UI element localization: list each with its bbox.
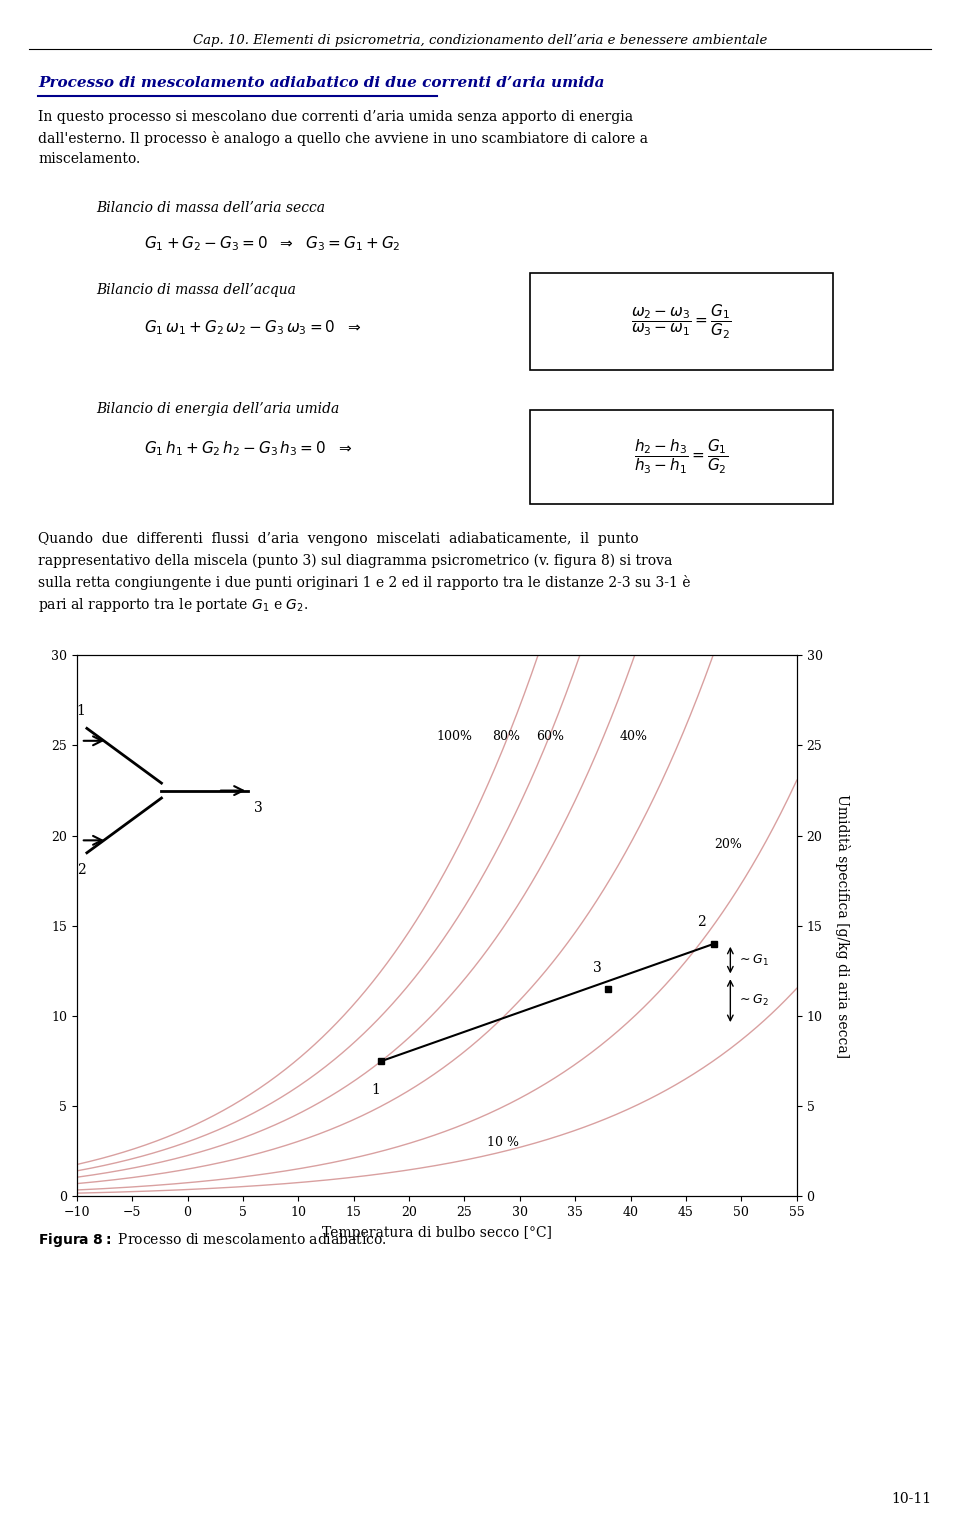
- Text: Bilancio di massa dell’acqua: Bilancio di massa dell’acqua: [96, 283, 296, 297]
- Text: 10-11: 10-11: [891, 1492, 931, 1506]
- Text: 60%: 60%: [537, 730, 564, 744]
- Text: $G_1\,h_1 + G_2\,h_2 - G_3\,h_3 = 0\ \ \Rightarrow$: $G_1\,h_1 + G_2\,h_2 - G_3\,h_3 = 0\ \ \…: [144, 439, 352, 457]
- Text: $G_1\,\omega_1 + G_2\,\omega_2 - G_3\,\omega_3 = 0\ \ \Rightarrow$: $G_1\,\omega_1 + G_2\,\omega_2 - G_3\,\o…: [144, 319, 361, 337]
- Text: $G_1 + G_2 - G_3 = 0\ \ \Rightarrow\ \ G_3 = G_1 + G_2$: $G_1 + G_2 - G_3 = 0\ \ \Rightarrow\ \ G…: [144, 235, 400, 253]
- Text: 1: 1: [372, 1082, 380, 1097]
- Text: In questo processo si mescolano due correnti d’aria umida senza apporto di energ: In questo processo si mescolano due corr…: [38, 110, 634, 123]
- Text: 100%: 100%: [437, 730, 472, 744]
- FancyBboxPatch shape: [530, 410, 833, 504]
- Text: $\mathbf{Figura\ 8:}$ Processo di mescolamento adiabatico.: $\mathbf{Figura\ 8:}$ Processo di mescol…: [38, 1231, 387, 1250]
- Text: 40%: 40%: [619, 730, 648, 744]
- FancyBboxPatch shape: [530, 273, 833, 370]
- Text: 2: 2: [77, 863, 85, 878]
- Text: 3: 3: [254, 802, 263, 815]
- Text: Bilancio di massa dell’aria secca: Bilancio di massa dell’aria secca: [96, 201, 325, 215]
- Text: dall'esterno. Il processo è analogo a quello che avviene in uno scambiatore di c: dall'esterno. Il processo è analogo a qu…: [38, 131, 648, 146]
- Text: Quando  due  differenti  flussi  d’aria  vengono  miscelati  adiabaticamente,  i: Quando due differenti flussi d’aria veng…: [38, 532, 639, 546]
- Text: Bilancio di energia dell’aria umida: Bilancio di energia dell’aria umida: [96, 402, 339, 416]
- Text: sulla retta congiungente i due punti originari 1 e 2 ed il rapporto tra le dista: sulla retta congiungente i due punti ori…: [38, 575, 691, 590]
- X-axis label: Temperatura di bulbo secco [°C]: Temperatura di bulbo secco [°C]: [322, 1225, 552, 1241]
- Text: $\sim G_1$: $\sim G_1$: [737, 952, 769, 968]
- Text: $\sim G_2$: $\sim G_2$: [737, 994, 769, 1009]
- Text: 80%: 80%: [492, 730, 520, 744]
- Text: 3: 3: [593, 960, 602, 974]
- Text: 10 %: 10 %: [487, 1135, 518, 1149]
- Text: 1: 1: [77, 704, 85, 718]
- Text: $\dfrac{\omega_2 - \omega_3}{\omega_3 - \omega_1} = \dfrac{G_1}{G_2}$: $\dfrac{\omega_2 - \omega_3}{\omega_3 - …: [632, 302, 732, 341]
- Text: rappresentativo della miscela (punto 3) sul diagramma psicrometrico (v. figura 8: rappresentativo della miscela (punto 3) …: [38, 553, 673, 567]
- Text: miscelamento.: miscelamento.: [38, 152, 141, 166]
- Text: pari al rapporto tra le portate $G_1$ e $G_2$.: pari al rapporto tra le portate $G_1$ e …: [38, 596, 309, 614]
- Text: $\dfrac{h_2 - h_3}{h_3 - h_1} = \dfrac{G_1}{G_2}$: $\dfrac{h_2 - h_3}{h_3 - h_1} = \dfrac{G…: [635, 437, 729, 477]
- Text: Cap. 10. Elementi di psicrometria, condizionamento dell’aria e benessere ambient: Cap. 10. Elementi di psicrometria, condi…: [193, 34, 767, 47]
- Text: Processo di mescolamento adiabatico di due correnti d’aria umida: Processo di mescolamento adiabatico di d…: [38, 76, 605, 90]
- Text: 2: 2: [697, 916, 706, 930]
- Y-axis label: Umidità specifica [g/kg di aria secca]: Umidità specifica [g/kg di aria secca]: [835, 794, 851, 1058]
- Text: 20%: 20%: [713, 838, 741, 852]
